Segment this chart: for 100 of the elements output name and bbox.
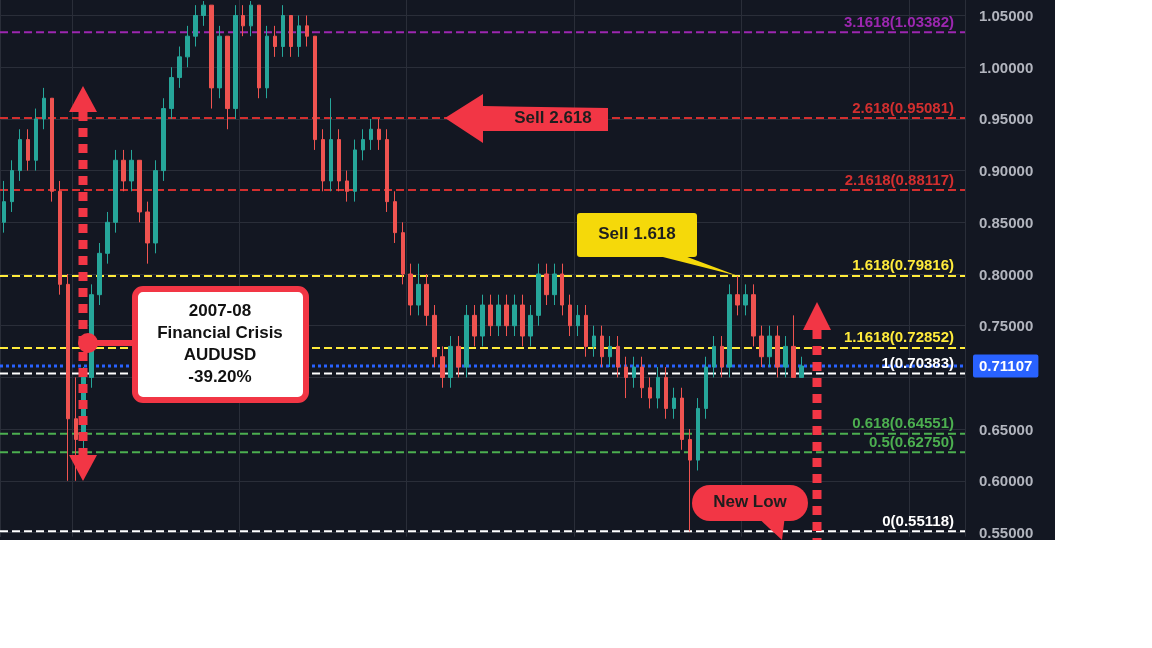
candlestick [137,159,142,223]
candlestick [448,335,453,389]
candlestick [791,314,796,378]
candlestick [105,211,110,265]
candlestick [209,4,214,110]
y-tick-label: 0.90000 [979,162,1034,180]
candlestick [775,325,780,378]
ref-line-label: 2.618(0.95081) [852,98,954,116]
ref-line-label: 0.71107 [979,357,1033,375]
candlestick [464,304,469,378]
candlestick [544,263,549,306]
candlestick [592,325,596,358]
candlestick [536,263,541,327]
candlestick [257,4,261,99]
candlestick [225,35,230,130]
candlestick [26,128,30,172]
candlestick [751,283,756,347]
candlestick [313,35,317,151]
candlestick [720,335,724,378]
candlestick [58,180,62,296]
candlestick [233,4,238,120]
y-tick-label: 0.75000 [979,317,1034,335]
candlestick [377,118,381,151]
candlestick [640,356,644,399]
candlestick [656,366,660,409]
candlestick [249,0,253,37]
y-tick-label: 0.85000 [979,213,1034,231]
candlestick [10,159,14,213]
candlestick [704,356,708,420]
ref-line-label: 1(0.70383) [881,353,954,371]
candlestick [600,325,604,368]
candlestick [616,335,620,378]
candlestick [440,345,445,389]
candlestick [568,294,572,337]
candlestick [608,335,612,368]
candlestick [480,294,485,347]
candlestick [560,263,564,316]
candlestick [576,304,580,337]
ref-line-label: 0.5(0.62750) [868,432,954,450]
candlestick [528,304,533,347]
annotation: 2007-08 Financial Crisis AUDUSD -39.20% [157,301,283,387]
candlestick [727,283,732,378]
candlestick [672,387,676,420]
candlestick [472,304,477,347]
candlestick [783,335,788,378]
candlestick [408,263,413,316]
candlestick [329,97,333,192]
candlestick [680,387,684,451]
candlestick [496,294,501,337]
candlestick [34,108,38,172]
candlestick [121,149,126,192]
ref-line-label: 1.618(0.79816) [852,256,954,274]
candlestick [696,397,700,471]
candlestick [416,263,421,316]
candlestick [345,170,349,203]
candlestick [66,273,70,482]
annotation: Sell 2.618 [514,108,592,128]
candlestick [97,242,102,306]
candlestick [512,294,517,337]
y-tick-label: 0.55000 [979,524,1034,541]
candlestick [688,428,692,532]
candlestick [42,87,46,130]
candlestick [712,335,716,378]
candlestick [369,118,373,151]
candlestick [305,15,309,48]
candlestick [273,25,277,58]
candlestick [321,128,325,192]
candlestick [624,356,628,399]
candlestick [201,0,206,27]
ref-line-label: 1.1618(0.72852) [843,328,954,346]
ref-line-label: 3.1618(1.03382) [843,12,954,30]
candlestick [504,294,509,337]
candlestick [401,221,405,285]
candlestick [743,283,748,316]
candlestick [456,335,461,378]
candlestick [153,159,158,254]
candlestick [177,46,182,89]
y-tick-label: 0.60000 [979,472,1034,490]
candlestick [337,128,341,192]
candlestick [74,376,78,482]
candlestick [217,25,222,99]
candlestick [265,25,269,99]
candlestick [799,356,804,378]
y-tick-label: 0.80000 [979,265,1034,283]
annotation: Sell 1.618 [598,224,676,244]
candlestick [50,97,54,203]
candlestick [113,149,118,234]
candlestick [385,128,389,213]
candlestick [424,273,429,327]
candlestick [767,325,772,368]
candlestick [145,201,150,265]
candlestick [735,275,740,316]
candlestick [488,294,493,337]
candlestick [2,180,6,234]
annotation: New Low [713,492,788,512]
candlestick [297,15,301,58]
candlestick [432,304,437,368]
candlestick [361,128,365,161]
candlestick [193,4,198,48]
candlestick [552,263,557,306]
